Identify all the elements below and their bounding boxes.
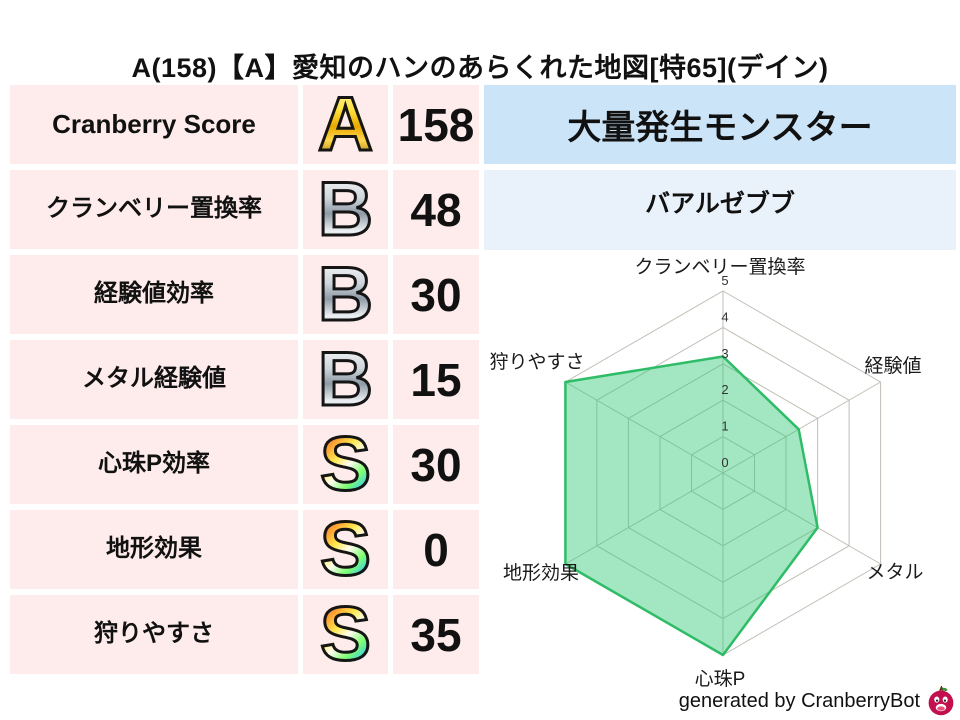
stat-row-label: 経験値効率 [10, 255, 298, 334]
radar-axis-label: メタル [866, 561, 923, 583]
stat-label: Cranberry Score [52, 109, 256, 140]
radar-tick-label: 0 [721, 455, 728, 470]
stat-row-label: 狩りやすさ [10, 595, 298, 674]
stat-row-label: クランベリー置換率 [10, 170, 298, 249]
radar-chart: 5 4 3 2 1 0 クランベリー置換率経験値メタル心珠P 地形効果 狩りやすさ [480, 252, 960, 692]
rank-b-icon: B [317, 251, 375, 337]
stat-row-value: 15 [393, 340, 479, 419]
rank-b-icon: B [317, 336, 375, 422]
stat-row-label: メタル経験値 [10, 340, 298, 419]
stat-row-label: 地形効果 [10, 510, 298, 589]
stat-value: 30 [410, 438, 462, 491]
rank-b-icon: B [317, 166, 375, 252]
radar-axis-label: クランベリー置換率 [634, 256, 805, 278]
stat-row-label: Cranberry Score [10, 85, 298, 164]
stat-value: 48 [410, 183, 462, 236]
radar-axis-label: 地形効果 [503, 562, 579, 584]
stat-value: 30 [410, 268, 462, 321]
stat-label: 心珠P効率 [97, 450, 210, 478]
stat-value: 158 [397, 98, 475, 151]
radar-tick-label: 5 [721, 273, 728, 288]
radar-spoke [565, 472, 724, 565]
stat-value: 0 [423, 523, 449, 576]
radar-tick-label: 4 [721, 309, 728, 324]
radar-axis-label: 経験値 [864, 355, 921, 377]
stat-value: 15 [410, 353, 462, 406]
stat-label: クランベリー置換率 [46, 195, 262, 223]
rank-s-icon: S [319, 591, 373, 677]
page-title: A(158)【A】愛知のハンのあらくれた地図[特65](デイン) [131, 53, 829, 83]
radar-tick-label: 1 [721, 419, 728, 434]
stat-row-value: 30 [393, 255, 479, 334]
stat-label: 経験値効率 [94, 280, 214, 308]
stat-row-value: 0 [393, 510, 479, 589]
monster-name: バアルゼブブ [484, 170, 956, 250]
stat-row-rank: S [303, 425, 388, 504]
stat-label: メタル経験値 [82, 365, 226, 393]
rank-s-icon: S [319, 506, 373, 592]
radar-tick-label: 3 [721, 346, 728, 361]
stat-row-rank: B [303, 340, 388, 419]
stat-row-value: 48 [393, 170, 479, 249]
rank-a-icon: A [317, 81, 375, 167]
rank-s-icon: S [319, 421, 373, 507]
stat-row-value: 30 [393, 425, 479, 504]
stat-row-rank: A [303, 85, 388, 164]
monster-panel-header: 大量発生モンスター [484, 85, 956, 164]
radar-data-polygon [564, 355, 819, 657]
radar-tick-label: 2 [721, 382, 728, 397]
radar-spoke [565, 381, 724, 474]
stat-row-value: 35 [393, 595, 479, 674]
stat-row-rank: S [303, 595, 388, 674]
stats-table: Cranberry Score A 158 クランベリー置換率 B 48 経験値… [10, 85, 479, 674]
stat-row-rank: S [303, 510, 388, 589]
radar-spoke [722, 472, 881, 565]
stat-row-rank: B [303, 255, 388, 334]
stat-row-value: 158 [393, 85, 479, 164]
stat-row-rank: B [303, 170, 388, 249]
stat-value: 35 [410, 608, 462, 661]
radar-axis-label: 狩りやすさ [489, 351, 584, 373]
radar-axis-label: 心珠P [695, 668, 746, 690]
footer-credit: generated by CranberryBot [679, 686, 956, 716]
credit-text: generated by CranberryBot [678, 689, 920, 712]
stat-label: 地形効果 [106, 535, 202, 563]
stat-label: 狩りやすさ [94, 620, 214, 648]
stat-row-label: 心珠P効率 [10, 425, 298, 504]
cranberry-icon [928, 686, 954, 716]
radar-spoke [722, 381, 881, 474]
